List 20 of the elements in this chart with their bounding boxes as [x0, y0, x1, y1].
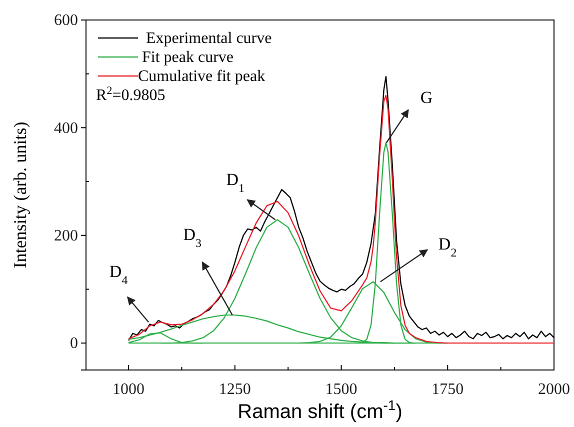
y-axis-title: Intensity (arb. units)	[10, 122, 30, 268]
x-tick-label: 1750	[432, 380, 464, 398]
annotation: D$_{2}$	[438, 234, 457, 260]
y-tick-label: 400	[54, 120, 78, 137]
annotation: D$_{1}$	[226, 170, 244, 195]
y-tick-label: 600	[54, 12, 78, 30]
legend-label: Cumulative fit peak	[138, 68, 266, 85]
y-tick-label: 200	[54, 228, 78, 245]
annotation: G	[420, 88, 433, 107]
legend-label: Experimental curve	[146, 30, 272, 47]
x-tick-label: 1500	[325, 380, 358, 398]
annotation: R$^{2}$=0.9805	[96, 85, 166, 104]
annotation: D$_{3}$	[183, 225, 202, 250]
y-tick-label: 0	[70, 335, 78, 352]
x-tick-label: 1250	[218, 380, 251, 398]
x-tick-label: 2000	[538, 380, 570, 398]
x-tick-label: 1000	[112, 380, 145, 398]
legend-label: Fit peak curve	[142, 49, 234, 66]
x-axis-title: Raman shift (cm$^{-1}$)	[238, 397, 402, 423]
annotation: D$_{4}$	[109, 262, 128, 288]
